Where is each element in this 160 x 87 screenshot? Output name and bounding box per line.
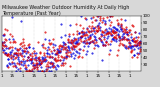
Text: Milwaukee Weather Outdoor Humidity At Daily High Temperature (Past Year): Milwaukee Weather Outdoor Humidity At Da… xyxy=(2,5,129,16)
